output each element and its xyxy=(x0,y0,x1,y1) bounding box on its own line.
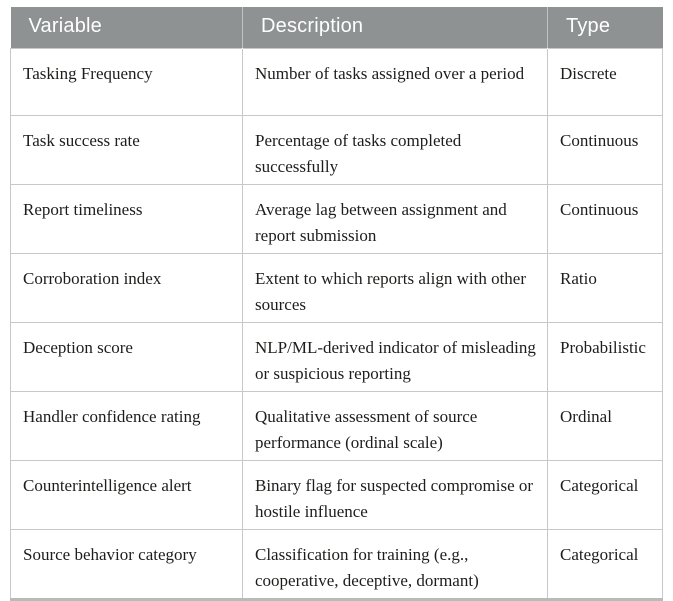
table-row: Counterintelligence alert Binary flag fo… xyxy=(10,460,663,531)
header-row: Variable Description Type xyxy=(10,7,663,48)
cell-type: Probabilistic xyxy=(547,322,663,393)
cell-variable: Tasking Frequency xyxy=(10,47,243,117)
cell-variable: Task success rate xyxy=(10,115,243,186)
cell-variable: Corroboration index xyxy=(10,253,243,324)
table-row: Report timeliness Average lag between as… xyxy=(10,184,663,255)
cell-type: Continuous xyxy=(547,115,663,186)
table-row: Deception score NLP/ML-derived indicator… xyxy=(10,322,663,393)
cell-description: Extent to which reports align with other… xyxy=(242,253,548,324)
table-row: Source behavior category Classification … xyxy=(10,529,663,601)
cell-type: Categorical xyxy=(547,460,663,531)
cell-variable: Handler confidence rating xyxy=(10,391,243,462)
cell-type: Ordinal xyxy=(547,391,663,462)
cell-description: Classification for training (e.g., coope… xyxy=(242,529,548,601)
header-cell-variable: Variable xyxy=(10,7,243,48)
cell-variable: Deception score xyxy=(10,322,243,393)
cell-variable: Source behavior category xyxy=(10,529,243,601)
cell-description: Number of tasks assigned over a period xyxy=(242,47,548,117)
cell-description: Average lag between assignment and repor… xyxy=(242,184,548,255)
header-cell-type: Type xyxy=(547,7,663,48)
cell-type: Ratio xyxy=(547,253,663,324)
table-row: Task success rate Percentage of tasks co… xyxy=(10,115,663,186)
table-row: Handler confidence rating Qualitative as… xyxy=(10,391,663,462)
cell-variable: Counterintelligence alert xyxy=(10,460,243,531)
cell-type: Discrete xyxy=(547,47,663,117)
cell-description: Binary flag for suspected compromise or … xyxy=(242,460,548,531)
variables-table-container: Variable Description Type Tasking Freque… xyxy=(10,7,663,601)
cell-type: Continuous xyxy=(547,184,663,255)
cell-description: Qualitative assessment of source perform… xyxy=(242,391,548,462)
cell-type: Categorical xyxy=(547,529,663,601)
table-row: Tasking Frequency Number of tasks assign… xyxy=(10,47,663,117)
table-row: Corroboration index Extent to which repo… xyxy=(10,253,663,324)
header-cell-description: Description xyxy=(242,7,548,48)
variables-table: Variable Description Type Tasking Freque… xyxy=(10,7,663,601)
cell-description: NLP/ML-derived indicator of misleading o… xyxy=(242,322,548,393)
cell-variable: Report timeliness xyxy=(10,184,243,255)
cell-description: Percentage of tasks completed successful… xyxy=(242,115,548,186)
